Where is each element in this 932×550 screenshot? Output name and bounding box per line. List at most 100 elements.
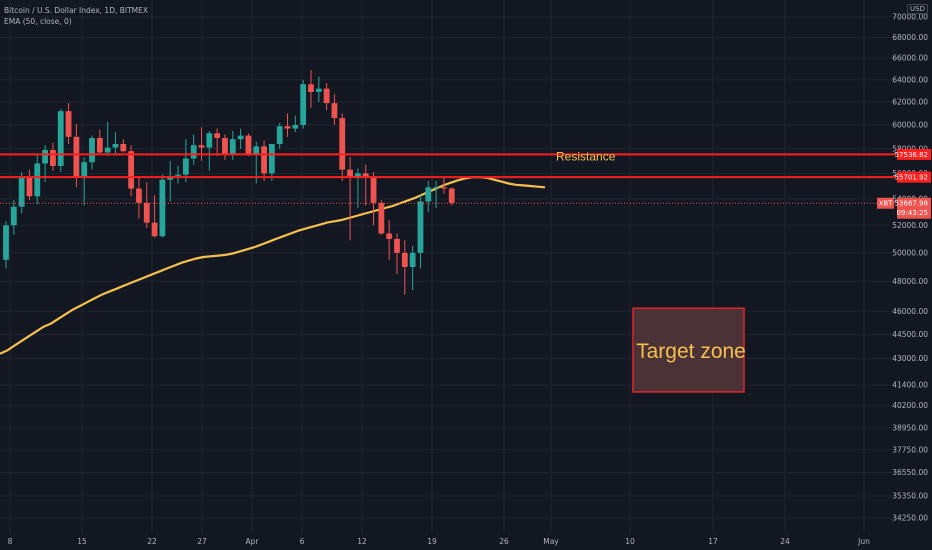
time-tick-label: 12 — [357, 537, 367, 546]
currency-badge[interactable]: USD — [907, 4, 928, 14]
candle-down — [339, 113, 346, 181]
candle-down — [50, 142, 56, 171]
candle-body — [245, 135, 252, 154]
candle-up — [276, 122, 283, 149]
candle-down — [394, 233, 400, 275]
candle-up — [206, 130, 213, 171]
candle-body — [229, 139, 236, 154]
symbol-title[interactable]: Bitcoin / U.S. Dollar Index, 1D, BITMEX — [4, 6, 149, 15]
price-tick-label: 38950.00 — [892, 423, 928, 432]
candle-body — [26, 177, 33, 197]
candle-down — [347, 157, 353, 241]
candle-body — [253, 146, 260, 154]
candle-body — [50, 150, 56, 166]
time-tick-label: 22 — [147, 537, 157, 546]
ema-layer — [0, 176, 546, 355]
candle-up — [315, 76, 322, 103]
candle-down — [448, 187, 455, 206]
candle-down — [214, 128, 221, 157]
candle-down — [284, 113, 291, 137]
countdown-text: 09:43:25 — [897, 209, 928, 217]
candle-body — [175, 174, 181, 176]
candle-body — [151, 222, 158, 237]
candle-body — [308, 84, 314, 92]
candle-body — [73, 136, 80, 178]
candle-down — [331, 94, 338, 126]
candle-up — [112, 132, 119, 155]
price-tick-label: 70000.00 — [892, 13, 928, 22]
candle-up — [417, 195, 424, 269]
price-axis[interactable]: 70000.00 68000.00 66000.00 64000.00 62000.00… — [877, 0, 932, 550]
price-tick-label: 64000.00 — [892, 75, 928, 84]
candle-body — [96, 138, 103, 153]
candle-body — [292, 125, 299, 129]
candle-body — [10, 206, 17, 226]
candle-up — [190, 134, 197, 165]
candle-body — [425, 187, 432, 202]
candle-down — [261, 140, 267, 181]
symbol-tag-box — [877, 197, 894, 209]
indicator-title[interactable]: EMA (50, close, 0) — [4, 17, 72, 26]
candle-body — [261, 146, 267, 174]
candle-body — [237, 135, 244, 140]
candle-up — [89, 135, 95, 170]
candles-layer — [3, 70, 455, 295]
resistance-label: Resistance — [556, 149, 616, 163]
candle-body — [3, 225, 9, 260]
time-tick-label: 10 — [625, 537, 635, 546]
time-tick-label: 26 — [499, 537, 509, 546]
price-tick-label: 66000.00 — [892, 54, 928, 63]
price-tick-label: 58000.00 — [892, 144, 928, 153]
price-tick-label: 35350.00 — [892, 491, 928, 500]
candle-body — [362, 173, 369, 178]
candle-up — [237, 128, 244, 149]
candle-body — [448, 188, 455, 203]
candle-body — [315, 88, 322, 92]
time-tick-label: 8 — [8, 537, 13, 546]
candle-down — [386, 219, 393, 260]
target-zone-layer: Target zone — [632, 307, 746, 393]
candle-body — [394, 238, 400, 253]
candle-body — [339, 118, 346, 170]
time-tick-label: 24 — [780, 537, 790, 546]
candle-up — [425, 180, 432, 212]
candle-body — [34, 163, 41, 197]
candle-down — [370, 172, 377, 226]
candle-up — [433, 180, 439, 209]
price-tick-label: 37750.00 — [892, 445, 928, 454]
candle-up — [175, 165, 181, 184]
candle-down — [136, 177, 142, 219]
candle-up — [355, 168, 361, 209]
candle-body — [347, 169, 353, 178]
candle-down — [96, 129, 103, 154]
time-tick-label: 19 — [427, 537, 437, 546]
chart-legend: Bitcoin / U.S. Dollar Index, 1D, BITMEX … — [4, 5, 148, 27]
resistance-price-tag-box — [897, 148, 931, 160]
support-price-tag-box — [897, 171, 931, 183]
candle-body — [355, 173, 361, 178]
price-tick-label: 52000.00 — [892, 221, 928, 230]
candle-body — [81, 162, 88, 178]
candle-down — [26, 169, 33, 201]
candle-body — [323, 88, 330, 104]
levels-layer: Resistance — [0, 149, 896, 204]
price-tick-label: 36550.00 — [892, 468, 928, 477]
candle-body — [276, 126, 283, 144]
resistance-price-tag-text: 57536.82 — [895, 151, 928, 159]
time-axis[interactable]: 8 15 22 27 Apr 6 12 19 26 May 10 17 24 Jun — [8, 537, 870, 546]
candle-up — [409, 245, 416, 291]
price-tick-label: 62000.00 — [892, 98, 928, 107]
candle-body — [136, 188, 142, 203]
candle-body — [284, 126, 291, 129]
candle-down — [151, 195, 158, 238]
candle-down — [401, 240, 408, 295]
candle-body — [112, 143, 119, 148]
resistance-price-tag: 57536.82 — [895, 148, 931, 160]
candle-body — [370, 177, 377, 203]
candle-body — [386, 233, 393, 239]
current-price-box — [897, 197, 931, 219]
ema-line — [0, 176, 546, 355]
